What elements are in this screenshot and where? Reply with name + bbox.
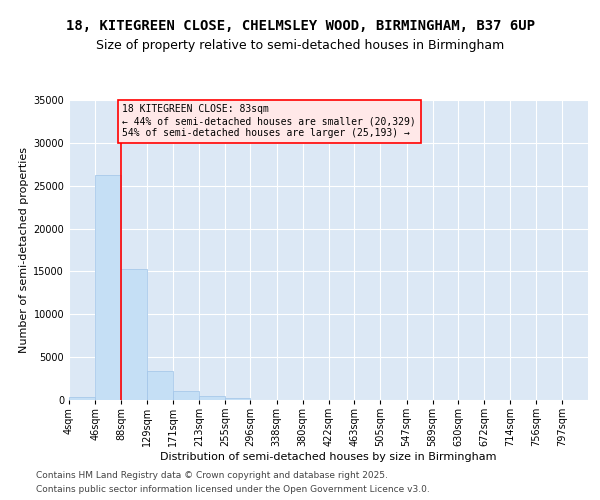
- Text: 18, KITEGREEN CLOSE, CHELMSLEY WOOD, BIRMINGHAM, B37 6UP: 18, KITEGREEN CLOSE, CHELMSLEY WOOD, BIR…: [65, 18, 535, 32]
- Text: 18 KITEGREEN CLOSE: 83sqm
← 44% of semi-detached houses are smaller (20,329)
54%: 18 KITEGREEN CLOSE: 83sqm ← 44% of semi-…: [122, 104, 416, 138]
- Bar: [121, 269, 146, 400]
- Bar: [146, 372, 173, 400]
- Text: Contains HM Land Registry data © Crown copyright and database right 2025.: Contains HM Land Registry data © Crown c…: [36, 471, 388, 480]
- Text: Size of property relative to semi-detached houses in Birmingham: Size of property relative to semi-detach…: [96, 40, 504, 52]
- X-axis label: Distribution of semi-detached houses by size in Birmingham: Distribution of semi-detached houses by …: [160, 452, 497, 462]
- Bar: [225, 398, 250, 400]
- Y-axis label: Number of semi-detached properties: Number of semi-detached properties: [19, 147, 29, 353]
- Bar: [199, 396, 225, 400]
- Bar: [95, 176, 121, 400]
- Bar: [173, 390, 199, 400]
- Text: Contains public sector information licensed under the Open Government Licence v3: Contains public sector information licen…: [36, 485, 430, 494]
- Bar: [69, 396, 95, 400]
